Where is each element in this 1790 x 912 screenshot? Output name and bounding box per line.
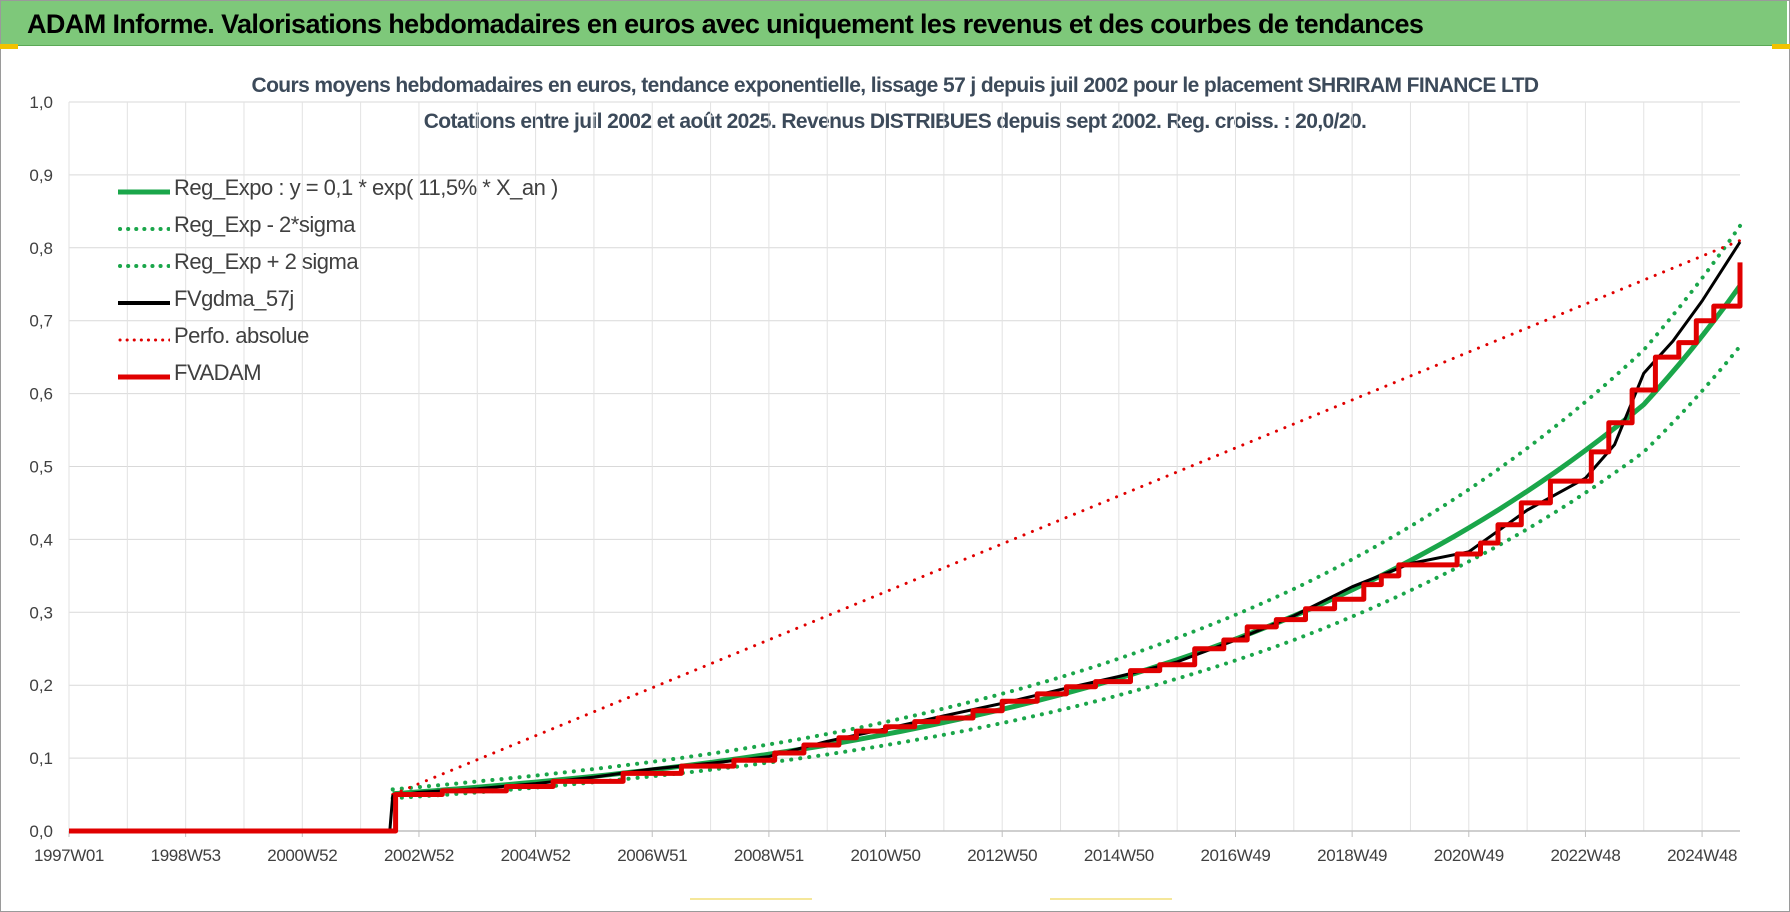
y-tick-label: 0,3	[29, 603, 53, 622]
x-tick-label: 2020W49	[1434, 846, 1504, 865]
x-tick-labels: 1997W01 1998W53 2000W52 2002W52 2004W52 2006W…	[34, 831, 1737, 865]
footer-mark-1	[690, 898, 812, 900]
legend-label-fvadam: FVADAM	[174, 360, 262, 385]
x-tick-label: 2006W51	[617, 846, 687, 865]
y-tick-label: 0,6	[29, 385, 53, 404]
y-tick-labels: 0,0 0,1 0,2 0,3 0,4 0,5 0,6 0,7 0,8 0,9 1,0	[29, 93, 53, 841]
legend-item-reg-exp-minus: Reg_Exp - 2*sigma	[118, 212, 638, 242]
x-tick-label: 2000W52	[267, 846, 337, 865]
series-line-1	[390, 344, 1742, 801]
y-tick-label: 0,9	[29, 166, 53, 185]
legend-swatch-perfo	[118, 338, 170, 342]
x-tick-label: 2008W51	[734, 846, 804, 865]
chart-subtitle: Cotations entre juil 2002 et août 2025. …	[423, 110, 1367, 133]
title-banner: ADAM Informe. Valorisations hebdomadaire…	[1, 1, 1787, 46]
x-tick-label: 2014W50	[1084, 846, 1154, 865]
legend-label-reg-exp-plus: Reg_Exp + 2 sigma	[174, 249, 359, 274]
series-line-5	[69, 262, 1743, 834]
line-chart: 0,0 0,1 0,2 0,3 0,4 0,5 0,6 0,7 0,8 0,9 1,0 1997W0…	[29, 93, 1743, 865]
legend-label-perfo: Perfo. absolue	[174, 323, 309, 348]
x-tick-label: 2010W50	[851, 846, 921, 865]
y-tick-label: 0,4	[29, 530, 53, 549]
x-tick-label: 2022W48	[1550, 846, 1620, 865]
x-tick-label: 2016W49	[1201, 846, 1271, 865]
x-tick-label: 2018W49	[1317, 846, 1387, 865]
y-tick-label: 0,2	[29, 676, 53, 695]
x-tick-label: 2002W52	[384, 846, 454, 865]
legend-item-perfo: Perfo. absolue	[118, 323, 638, 353]
legend-swatch-fvgdma	[118, 301, 170, 305]
series-lines	[69, 223, 1743, 834]
footer-mark-2	[1050, 898, 1172, 900]
y-tick-label: 0,0	[29, 822, 53, 841]
x-tick-label: 1997W01	[34, 846, 104, 865]
legend-item-fvgdma: FVgdma_57j	[118, 286, 638, 316]
x-tick-label: 1998W53	[151, 846, 221, 865]
y-tick-label: 1,0	[29, 93, 53, 112]
x-tick-label: 2004W52	[501, 846, 571, 865]
y-tick-label: 0,7	[29, 312, 53, 331]
legend-item-reg-expo: Reg_Expo : y = 0,1 * exp( 11,5% * X_an )	[118, 175, 638, 205]
series-line-2	[390, 223, 1742, 792]
legend-swatch-reg-exp-minus	[118, 227, 170, 231]
y-tick-label: 0,8	[29, 239, 53, 258]
x-tick-label: 2012W50	[967, 846, 1037, 865]
legend-item-reg-exp-plus: Reg_Exp + 2 sigma	[118, 249, 638, 279]
legend-swatch-fvadam	[118, 374, 170, 380]
legend-item-fvadam: FVADAM	[118, 360, 638, 390]
page-title: ADAM Informe. Valorisations hebdomadaire…	[27, 9, 1424, 39]
legend-swatch-reg-expo	[118, 189, 170, 195]
chart-title: Cours moyens hebdomadaires en euros, ten…	[251, 74, 1540, 97]
legend-label-fvgdma: FVgdma_57j	[174, 286, 294, 311]
corner-marker-left	[0, 44, 18, 49]
y-tick-label: 0,1	[29, 749, 53, 768]
legend-swatch-reg-exp-plus	[118, 264, 170, 268]
y-tick-label: 0,5	[29, 458, 53, 477]
corner-marker-right	[1772, 44, 1790, 49]
legend-label-reg-exp-minus: Reg_Exp - 2*sigma	[174, 212, 356, 237]
gridlines	[68, 101, 1740, 832]
legend-label-reg-expo: Reg_Expo : y = 0,1 * exp( 11,5% * X_an )	[174, 175, 558, 200]
x-tick-label: 2024W48	[1667, 846, 1737, 865]
series-line-4	[391, 239, 1742, 796]
